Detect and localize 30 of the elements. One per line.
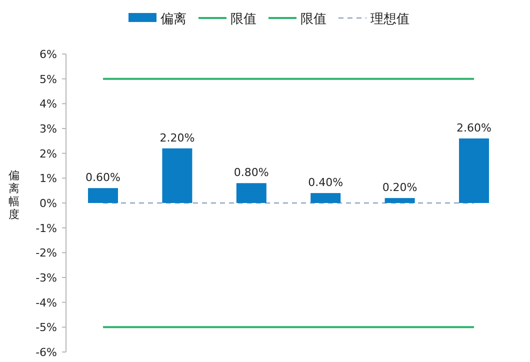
- data-label: 0.80%: [234, 166, 269, 180]
- data-label: 0.60%: [86, 171, 120, 184]
- legend-label: 理想值: [370, 12, 410, 27]
- y-axis-title: 偏离幅度: [8, 169, 20, 221]
- data-label: 2.60%: [456, 121, 492, 134]
- data-label: 2.20%: [160, 131, 195, 144]
- legend-label: 偏离: [160, 11, 186, 27]
- y-tick-label: -4%: [36, 296, 57, 310]
- bar: [88, 188, 118, 203]
- y-tick-label: 6%: [40, 48, 57, 61]
- y-tick-label: -3%: [36, 272, 57, 284]
- data-label: 0.20%: [382, 181, 418, 194]
- y-tick-label: 5%: [40, 72, 57, 86]
- y-tick-label: 0%: [40, 197, 57, 210]
- y-tick-label: -1%: [36, 222, 57, 235]
- y-tick-label: 4%: [40, 98, 57, 111]
- y-tick-label: 3%: [40, 122, 57, 136]
- legend-label: 限值: [300, 12, 326, 27]
- y-tick-label: 2%: [40, 147, 57, 160]
- bar: [384, 198, 415, 203]
- data-label: 0.40%: [308, 176, 344, 190]
- bar: [162, 148, 192, 203]
- legend-label: 限值: [230, 12, 256, 27]
- bar: [236, 183, 266, 203]
- y-tick-label: -6%: [36, 346, 57, 359]
- bar: [459, 138, 489, 203]
- y-tick-label: -5%: [36, 321, 57, 334]
- bar: [310, 193, 341, 203]
- y-tick-label: -2%: [36, 246, 57, 260]
- y-tick-label: 1%: [40, 172, 57, 186]
